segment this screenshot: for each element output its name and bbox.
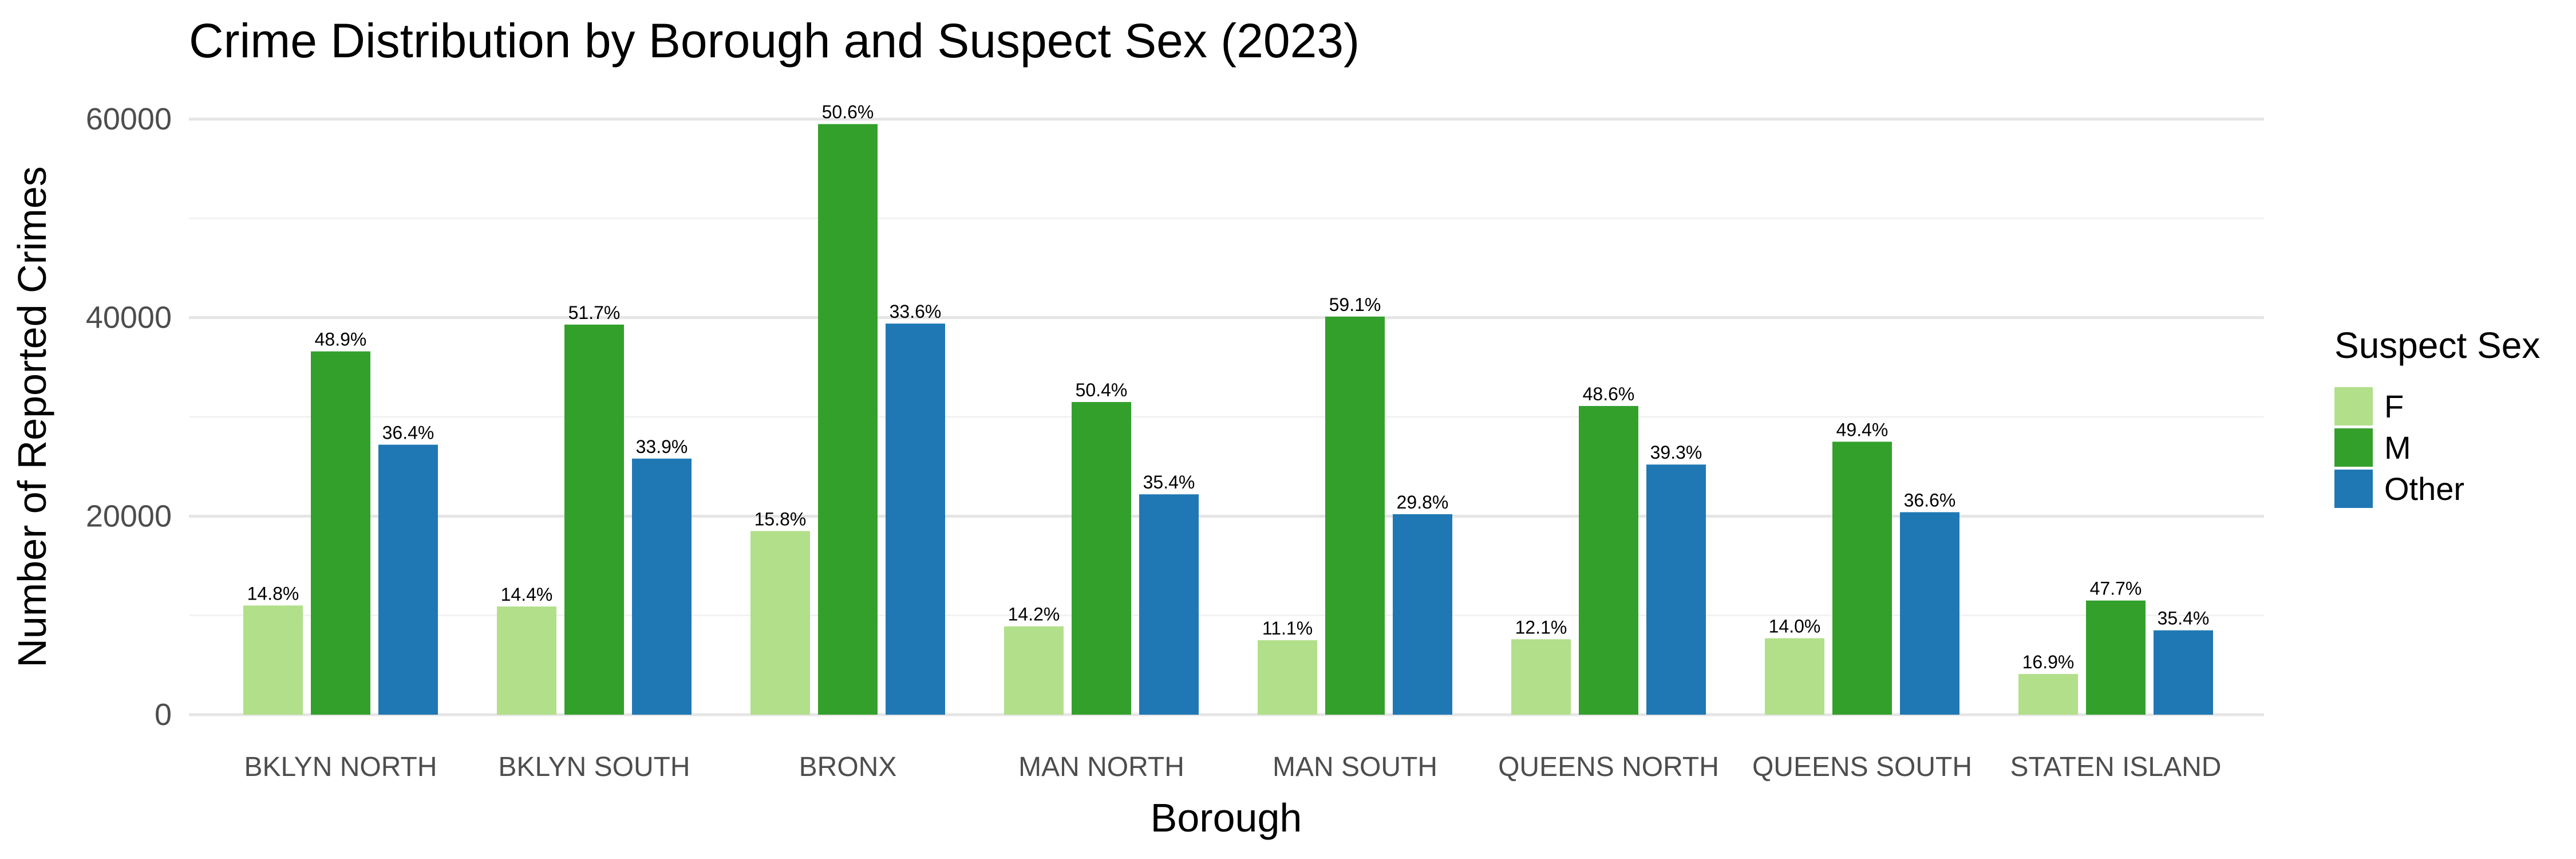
- bar-labels-layer: 14.8% 48.9% 36.4% 14.4% 51.7% 33.9% 15.8% 50.6%…: [247, 102, 2210, 672]
- bar-m-man-north: [1072, 402, 1131, 715]
- x-tick-label: BKLYN SOUTH: [498, 752, 690, 782]
- x-tick-label: BRONX: [799, 752, 897, 782]
- bar-f-queens-south: [1765, 638, 1824, 715]
- bar-m-bklyn-south: [564, 324, 624, 715]
- bar-m-queens-north: [1579, 405, 1638, 715]
- legend-items: FM Other: [2334, 387, 2464, 508]
- bar-value-label: 35.4%: [2158, 608, 2210, 629]
- bar-other-queens-south: [1900, 512, 1959, 715]
- bar-value-label: 59.1%: [1329, 294, 1381, 315]
- x-axis-ticks: BKLYN NORTH BKLYN SOUTH BRONX MAN NORTH MAN …: [244, 752, 2222, 782]
- legend-label-other: Other: [2384, 471, 2464, 507]
- bar-value-label: 36.6%: [1904, 490, 1956, 510]
- bar-m-bronx: [818, 124, 878, 715]
- bar-m-queens-south: [1832, 442, 1892, 715]
- legend-label-m: M: [2384, 430, 2411, 466]
- y-axis-ticks: 0 20000 40000 60000: [86, 102, 172, 732]
- bar-value-label: 50.4%: [1076, 380, 1128, 400]
- bar-value-label: 33.9%: [636, 436, 688, 457]
- x-tick-label: MAN SOUTH: [1273, 752, 1437, 782]
- legend-title: Suspect Sex: [2334, 325, 2540, 366]
- bar-f-bronx: [750, 531, 810, 715]
- legend-label-f: F: [2384, 388, 2404, 424]
- bar-value-label: 29.8%: [1397, 492, 1449, 513]
- bar-f-man-south: [1258, 640, 1317, 715]
- bar-value-label: 16.9%: [2022, 652, 2075, 672]
- bars-layer: [243, 124, 2213, 715]
- bar-value-label: 48.9%: [315, 329, 367, 350]
- bar-m-staten-island: [2086, 600, 2146, 715]
- legend: Suspect Sex FM Other: [2334, 325, 2540, 508]
- bar-other-bklyn-north: [378, 444, 438, 715]
- bar-f-bklyn-north: [243, 605, 303, 715]
- bar-f-staten-island: [2018, 673, 2078, 715]
- y-tick-label: 0: [155, 698, 172, 732]
- bar-value-label: 51.7%: [568, 302, 621, 323]
- bar-other-queens-north: [1646, 464, 1706, 715]
- bar-f-man-north: [1004, 626, 1064, 715]
- x-tick-label: MAN NORTH: [1018, 752, 1184, 782]
- x-tick-label: QUEENS NORTH: [1498, 752, 1719, 782]
- bar-value-label: 12.1%: [1515, 617, 1567, 637]
- bar-value-label: 33.6%: [890, 301, 942, 322]
- y-tick-label: 40000: [86, 301, 172, 335]
- bar-other-bklyn-south: [632, 458, 692, 715]
- legend-key-f: [2334, 387, 2373, 425]
- bar-m-man-south: [1325, 316, 1385, 715]
- bar-other-staten-island: [2154, 630, 2213, 715]
- bar-value-label: 35.4%: [1143, 472, 1195, 492]
- bar-value-label: 39.3%: [1650, 442, 1702, 463]
- x-axis-title: Borough: [1151, 795, 1302, 840]
- y-axis-title: Number of Reported Crimes: [10, 166, 54, 667]
- bar-value-label: 11.1%: [1262, 618, 1313, 639]
- y-tick-label: 20000: [86, 499, 172, 533]
- bar-value-label: 15.8%: [754, 509, 807, 529]
- chart-title: Crime Distribution by Borough and Suspec…: [189, 14, 1360, 68]
- legend-key-m: [2334, 428, 2373, 467]
- bar-f-queens-north: [1511, 639, 1571, 715]
- bar-f-bklyn-south: [497, 606, 556, 715]
- legend-key-other: [2334, 470, 2373, 508]
- bar-value-label: 14.4%: [501, 584, 553, 605]
- x-tick-label: BKLYN NORTH: [244, 752, 437, 782]
- bar-other-man-north: [1139, 494, 1199, 715]
- y-tick-label: 60000: [86, 102, 172, 136]
- bar-other-bronx: [886, 324, 945, 715]
- bar-value-label: 14.2%: [1008, 604, 1060, 625]
- bar-value-label: 36.4%: [382, 423, 434, 443]
- bar-other-man-south: [1393, 514, 1452, 715]
- bar-value-label: 49.4%: [1836, 419, 1888, 440]
- bar-value-label: 14.8%: [247, 583, 299, 604]
- x-tick-label: STATEN ISLAND: [2010, 752, 2222, 782]
- bar-value-label: 48.6%: [1583, 384, 1635, 404]
- bar-value-label: 50.6%: [822, 102, 874, 123]
- bar-value-label: 14.0%: [1769, 616, 1821, 637]
- bar-m-bklyn-north: [311, 351, 370, 715]
- x-tick-label: QUEENS SOUTH: [1752, 752, 1972, 782]
- bar-value-label: 47.7%: [2090, 578, 2142, 599]
